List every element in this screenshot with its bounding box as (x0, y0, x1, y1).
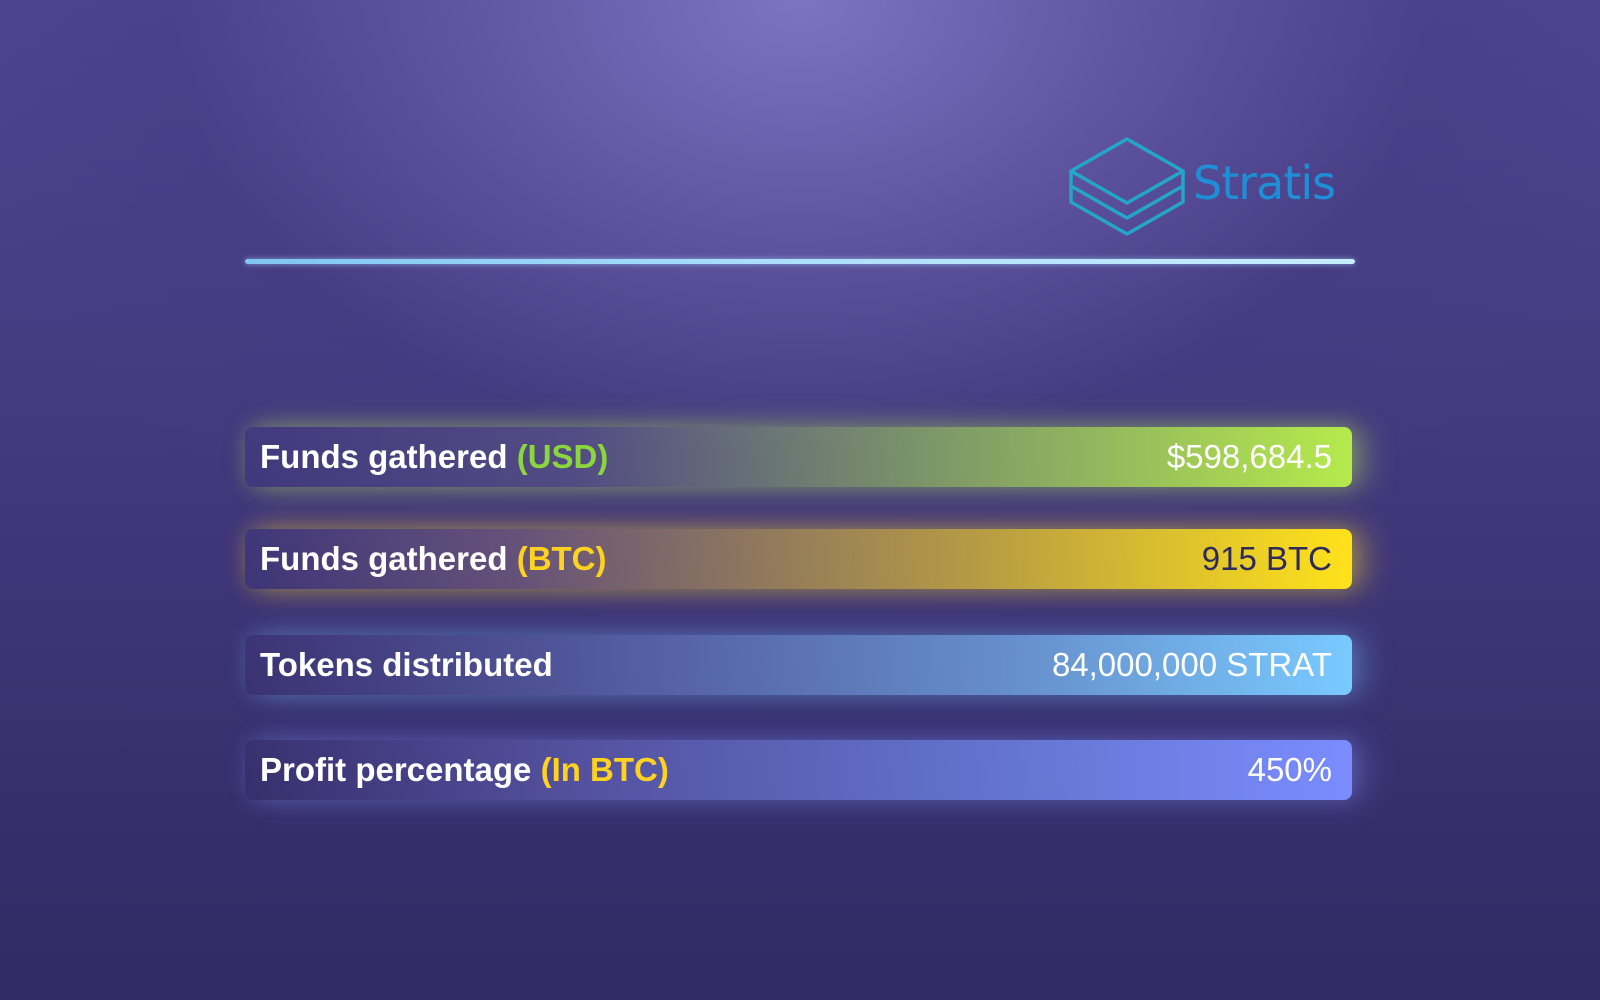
stat-value: 915 BTC (1201, 540, 1332, 577)
header-divider (245, 259, 1355, 264)
stat-label-qualifier: (In BTC) (540, 751, 669, 788)
logo-wordmark: Stratis (1193, 156, 1336, 210)
stat-label-text: Funds gathered (260, 540, 508, 577)
stat-label: Tokens distributed (260, 635, 553, 695)
stacked-layers-icon (1069, 137, 1185, 236)
stat-label-qualifier: (BTC) (516, 540, 607, 577)
stat-row-profit-percentage: Profit percentage (In BTC) 450% (245, 740, 1352, 800)
stat-label-qualifier: (USD) (516, 438, 609, 475)
stat-row-funds-btc: Funds gathered (BTC) 915 BTC (245, 529, 1352, 589)
stat-label-text: Tokens distributed (260, 646, 553, 683)
stratis-logo: Stratis (1067, 136, 1347, 246)
stat-label-text: Profit percentage (260, 751, 532, 788)
stat-label: Funds gathered (BTC) (260, 529, 607, 589)
stat-label-text: Funds gathered (260, 438, 508, 475)
stat-value: 84,000,000 STRAT (1051, 646, 1332, 683)
stat-value: 450% (1247, 751, 1332, 788)
stat-row-tokens-distributed: Tokens distributed 84,000,000 STRAT (245, 635, 1352, 695)
stat-label: Profit percentage (In BTC) (260, 740, 669, 800)
stat-value: $598,684.5 (1166, 438, 1332, 475)
stat-row-funds-usd: Funds gathered (USD) $598,684.5 (245, 427, 1352, 487)
stat-label: Funds gathered (USD) (260, 427, 608, 487)
